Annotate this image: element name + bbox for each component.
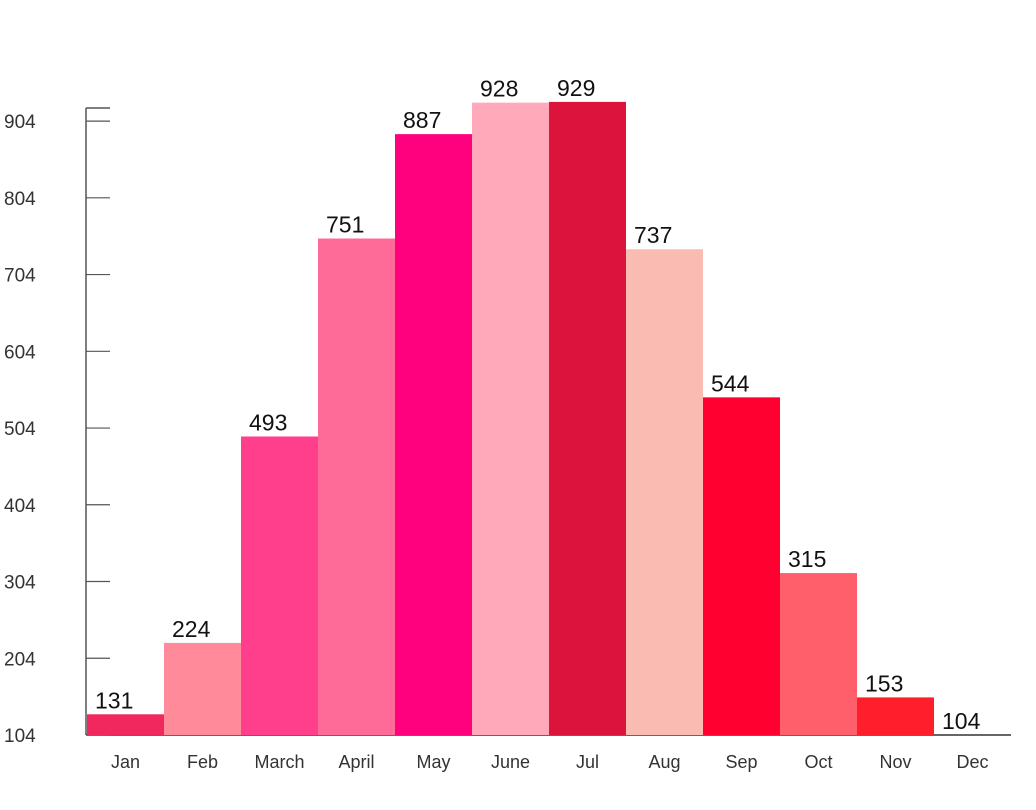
bar-jan: [87, 714, 164, 735]
bar-oct: [780, 573, 857, 735]
y-tick-label: 304: [4, 573, 36, 594]
x-tick-label: Dec: [956, 752, 988, 772]
bar-may: [395, 134, 472, 735]
y-tick-label: 504: [4, 419, 36, 440]
data-label: 929: [557, 75, 595, 101]
x-tick-label: March: [254, 752, 304, 772]
bar-april: [318, 238, 395, 735]
data-label: 493: [249, 409, 287, 435]
data-label: 224: [172, 616, 211, 642]
x-tick-label: Sep: [725, 752, 757, 772]
x-tick-label: April: [338, 752, 374, 772]
x-tick-label: Jan: [111, 752, 140, 772]
x-tick-label: June: [491, 752, 530, 772]
bar-march: [241, 436, 318, 735]
y-tick-label: 404: [4, 496, 36, 517]
data-label: 887: [403, 107, 441, 133]
data-label: 315: [788, 546, 826, 572]
y-tick-label: 904: [4, 112, 36, 133]
labels: 131 Jan 224 Feb 493 March 751 April 887 May 928 Jun…: [95, 75, 989, 772]
bar-june: [472, 102, 549, 736]
y-tick-label: 204: [4, 649, 36, 670]
y-tick-label: 704: [4, 266, 36, 287]
y-tick-label: 604: [4, 342, 36, 363]
data-label: 131: [95, 687, 133, 713]
x-tick-label: Aug: [648, 752, 680, 772]
x-tick-label: Jul: [576, 752, 599, 772]
data-label: 153: [865, 670, 903, 696]
bar-aug: [626, 249, 703, 735]
x-tick-label: Oct: [804, 752, 832, 772]
x-tick-label: Nov: [879, 752, 911, 772]
y-tick-label: 804: [4, 189, 36, 210]
data-label: 928: [480, 76, 518, 102]
data-label: 737: [634, 222, 672, 248]
bars: [87, 101, 934, 736]
x-tick-label: Feb: [187, 752, 218, 772]
bar-jul: [549, 101, 626, 735]
bar-feb: [164, 642, 241, 735]
bar-sep: [703, 397, 780, 735]
data-label: 544: [711, 370, 750, 396]
y-tick-label: 104: [4, 726, 36, 747]
data-label: 104: [942, 708, 981, 734]
bar-nov: [857, 697, 934, 735]
data-label: 751: [326, 212, 364, 238]
x-tick-label: May: [416, 752, 450, 772]
